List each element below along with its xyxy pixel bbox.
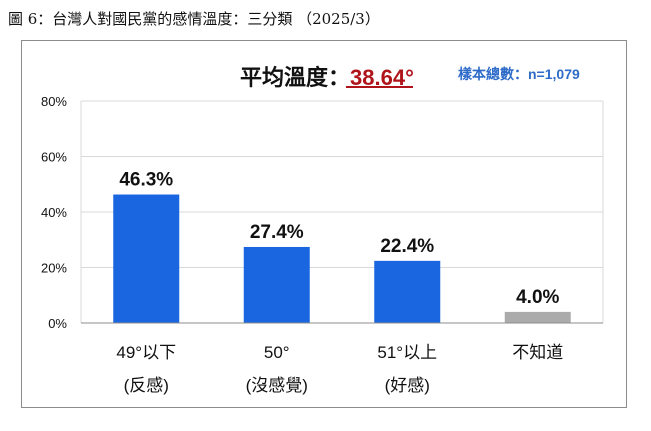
x-tick-sublabel: (反感) <box>124 376 169 395</box>
bar <box>504 311 571 323</box>
x-tick-label: 不知道 <box>512 343 563 362</box>
data-label: 27.4% <box>250 222 304 243</box>
y-tick-label: 20% <box>41 261 67 276</box>
average-underline <box>346 86 413 88</box>
y-tick-label: 80% <box>41 94 67 109</box>
data-label: 46.3% <box>119 170 173 191</box>
bar <box>374 260 441 323</box>
y-tick-label: 40% <box>41 205 67 220</box>
bar <box>113 194 180 323</box>
figure-caption: 圖 6：台灣人對國民黨的感情溫度：三分類 （2025/3） <box>8 10 380 28</box>
x-tick-label: 51°以上 <box>377 343 437 362</box>
bar <box>243 246 310 323</box>
x-tick-label: 49°以下 <box>116 343 176 362</box>
x-tick-sublabel: (好感) <box>385 376 430 395</box>
average-label: 平均溫度： <box>240 65 351 90</box>
y-tick-label: 60% <box>41 150 67 165</box>
data-label: 22.4% <box>380 236 434 257</box>
average-temperature: 平均溫度：38.64° <box>240 60 414 92</box>
sample-size: 樣本總數：n=1,079 <box>458 66 580 82</box>
y-tick-label: 0% <box>48 316 67 331</box>
x-tick-sublabel: (沒感覺) <box>246 376 308 395</box>
x-tick-label: 50° <box>264 343 290 362</box>
data-label: 4.0% <box>516 287 559 308</box>
average-value: 38.64° <box>350 65 414 90</box>
